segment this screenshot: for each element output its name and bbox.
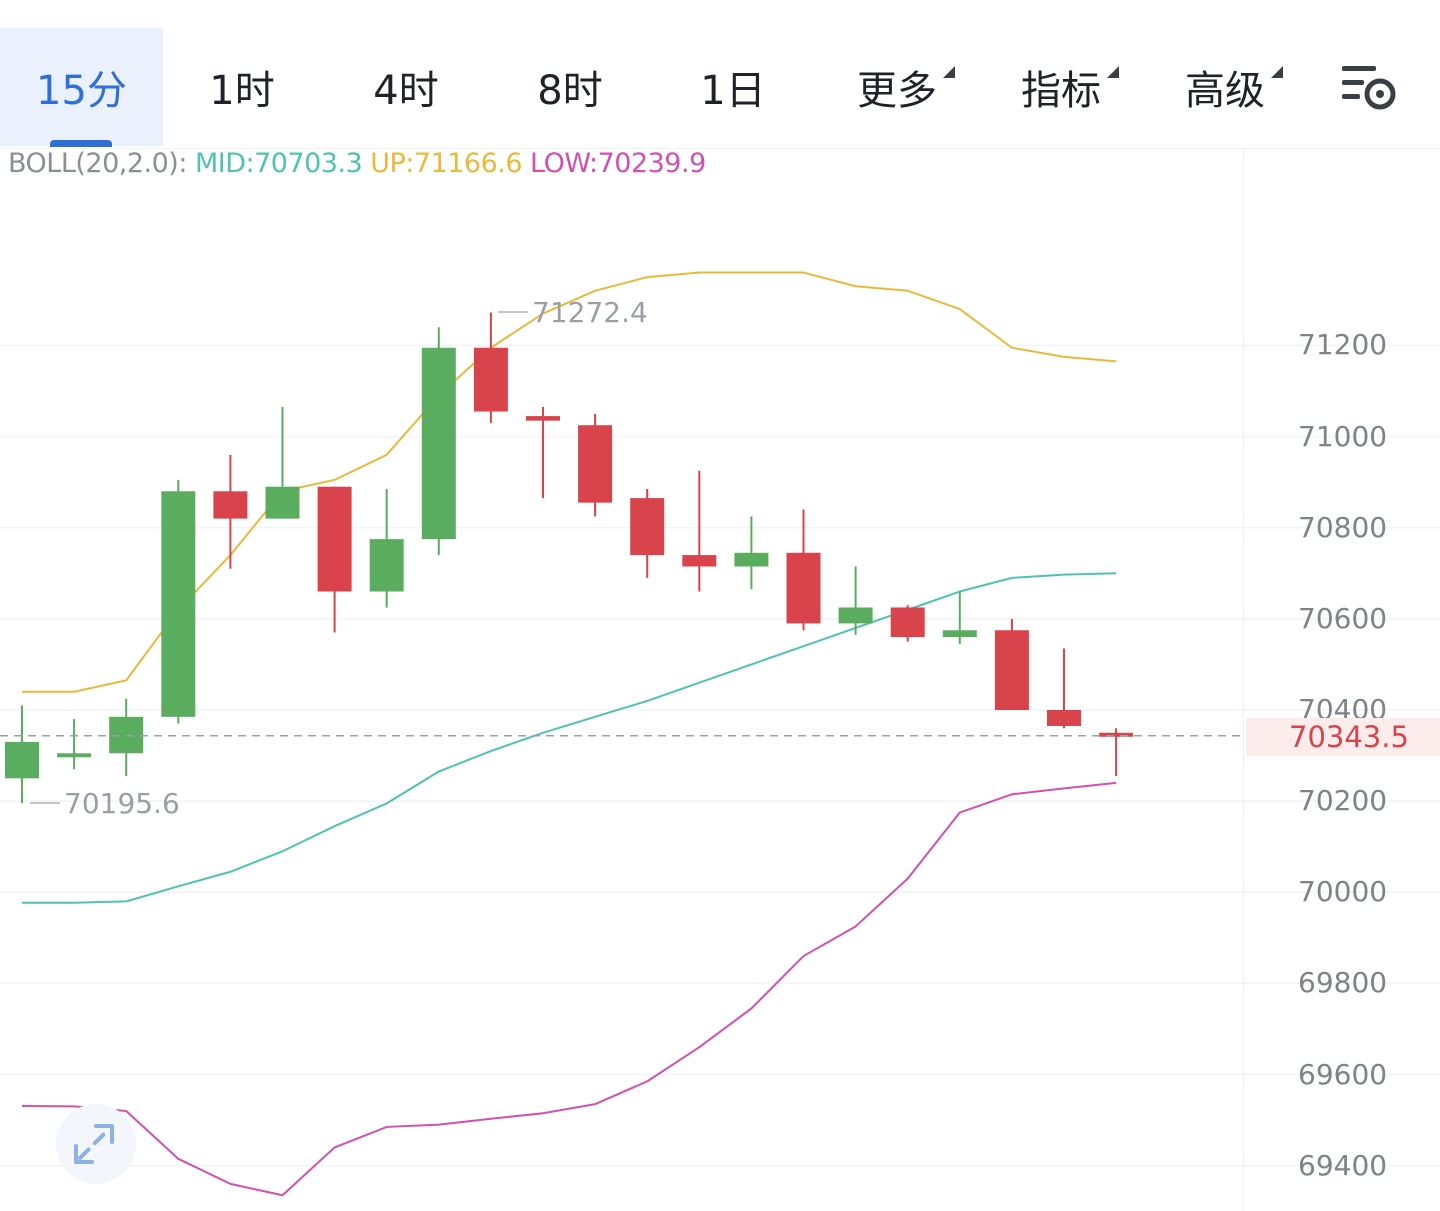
tab-label: 4时 [373, 68, 439, 114]
tab-4hour[interactable]: 4时 [327, 28, 485, 146]
candle-body [5, 741, 39, 779]
boll-indicator-legend: BOLL(20,2.0): MID:70703.3 UP:71166.6 LOW:70… [8, 148, 714, 184]
tab-label: 1日 [700, 68, 766, 114]
candle-body [317, 486, 352, 592]
y-axis-tick-label: 71200 [1298, 328, 1388, 362]
boll-bands [21, 271, 1117, 1197]
boll-up-line [22, 271, 1117, 693]
indicator-menu-label: 指标 [1021, 68, 1101, 114]
grid-lines [0, 344, 1440, 1167]
candle-body [578, 425, 613, 503]
candles [5, 312, 1134, 804]
candle-body [369, 539, 404, 592]
boll-up-value: UP:71166.6 [370, 148, 523, 179]
candle-body [265, 486, 300, 519]
tab-15min[interactable]: 15分 [0, 28, 163, 147]
y-axis-tick-label: 70000 [1298, 875, 1388, 909]
more-menu-label: 更多 [857, 68, 937, 114]
candle-body [1099, 732, 1134, 737]
indicator-menu[interactable]: 指标 [982, 28, 1140, 146]
advanced-menu[interactable]: 高级 [1146, 28, 1304, 146]
y-axis-divider [1243, 148, 1244, 1211]
active-tab-indicator [50, 140, 112, 147]
candle-body [682, 555, 717, 567]
candle-body [734, 552, 769, 567]
tab-1hour[interactable]: 1时 [163, 28, 321, 146]
timeframe-toolbar: 15分 1时 4时 8时 1日 更多 指标 高级 [0, 28, 1440, 149]
advanced-menu-label: 高级 [1185, 68, 1265, 114]
annotation-lines [30, 311, 528, 804]
y-axis-tick-label: 69600 [1298, 1057, 1388, 1091]
y-axis-tick-label: 70800 [1298, 510, 1388, 544]
candle-body [473, 347, 508, 412]
candle-body [630, 498, 665, 556]
tab-1day[interactable]: 1日 [654, 28, 812, 146]
y-axis-tick-label: 71000 [1298, 419, 1388, 453]
boll-name: BOLL(20,2.0): [8, 148, 187, 179]
current-price-tag: 70343.5 [1246, 718, 1440, 756]
boll-low-value: LOW:70239.9 [530, 148, 706, 179]
more-menu[interactable]: 更多 [818, 28, 976, 146]
tab-label: 8时 [537, 68, 603, 114]
candle-body [421, 347, 456, 540]
chart-settings-icon [1342, 66, 1396, 110]
boll-mid-line [22, 572, 1117, 904]
dropdown-triangle-icon [943, 66, 955, 78]
candle-body [526, 416, 560, 421]
chart-settings-button[interactable] [1336, 58, 1408, 118]
boll-low-line [21, 781, 1117, 1197]
expand-chart-button[interactable] [56, 1104, 136, 1184]
candle-body [890, 607, 925, 638]
y-axis-tick-label: 70600 [1298, 601, 1388, 635]
candle-body [838, 607, 873, 624]
candle-body [213, 491, 248, 519]
expand-arrows-icon [74, 1124, 114, 1164]
candle-body [161, 491, 196, 717]
y-axis-tick-label: 69800 [1298, 966, 1388, 1000]
candle-body [1047, 710, 1081, 726]
dropdown-triangle-icon [1107, 66, 1119, 78]
tab-8hour[interactable]: 8时 [491, 28, 649, 146]
candlestick-chart[interactable] [0, 148, 1440, 1211]
candle-body [942, 630, 977, 638]
y-axis-tick-label: 69400 [1298, 1148, 1388, 1182]
y-axis-tick-label: 70200 [1298, 784, 1388, 818]
current-price-value: 70343.5 [1289, 720, 1409, 754]
tab-label: 1时 [209, 68, 275, 114]
boll-mid-value: MID:70703.3 [194, 148, 363, 179]
candle-body [57, 753, 92, 758]
dropdown-triangle-icon [1271, 66, 1283, 78]
candle-body [994, 630, 1029, 710]
high-price-annotation: 71272.4 [532, 296, 648, 329]
tab-label: 15分 [36, 68, 127, 114]
low-price-annotation: 70195.6 [64, 787, 180, 820]
candle-body [786, 552, 821, 624]
